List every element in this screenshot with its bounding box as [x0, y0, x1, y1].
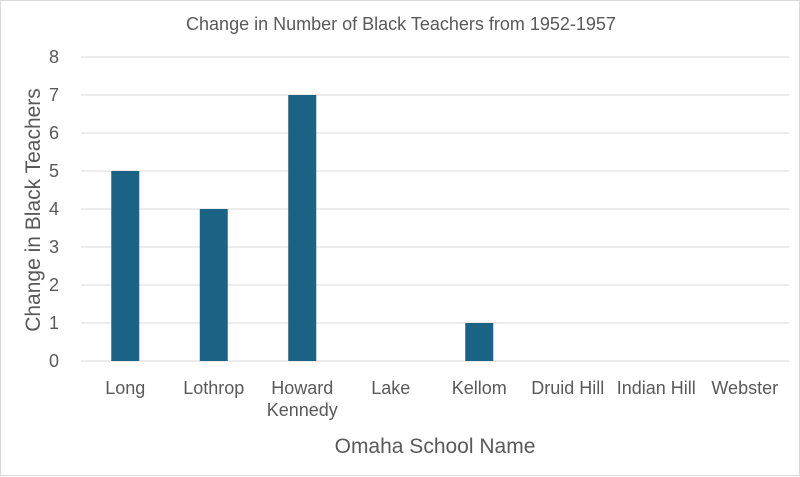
x-tick-label: Howard Kennedy	[267, 378, 338, 420]
bar	[111, 171, 140, 361]
x-tick-label: Indian Hill	[617, 378, 696, 398]
y-tick-label: 5	[49, 161, 59, 181]
x-tick-label: Druid Hill	[531, 378, 604, 398]
y-tick-label: 4	[49, 199, 59, 219]
x-tick-label: Lothrop	[183, 378, 244, 398]
bars	[111, 95, 494, 361]
y-axis-title: Change in Black Teachers	[22, 88, 45, 332]
y-axis-ticks: 0 1 2 3 4 5 6 7 8	[49, 47, 59, 371]
y-tick-label: 1	[49, 313, 59, 333]
bar	[465, 323, 494, 361]
y-tick-label: 0	[49, 351, 59, 371]
bar	[199, 209, 228, 361]
x-tick-label: Webster	[711, 378, 778, 398]
y-tick-label: 7	[49, 85, 59, 105]
y-tick-label: 2	[49, 275, 59, 295]
x-tick-label: Long	[105, 378, 145, 398]
x-axis-title: Omaha School Name	[335, 435, 536, 458]
x-tick-label: Lake	[371, 378, 410, 398]
chart-title: Change in Number of Black Teachers from …	[186, 14, 616, 34]
x-tick-label: Kellom	[452, 378, 507, 398]
y-tick-label: 8	[49, 47, 59, 67]
x-axis-ticks: Long Lothrop Howard Kennedy Lake Kellom Druid …	[105, 378, 778, 420]
y-tick-label: 6	[49, 123, 59, 143]
bar	[288, 95, 317, 361]
gridlines	[81, 56, 789, 362]
y-tick-label: 3	[49, 237, 59, 257]
